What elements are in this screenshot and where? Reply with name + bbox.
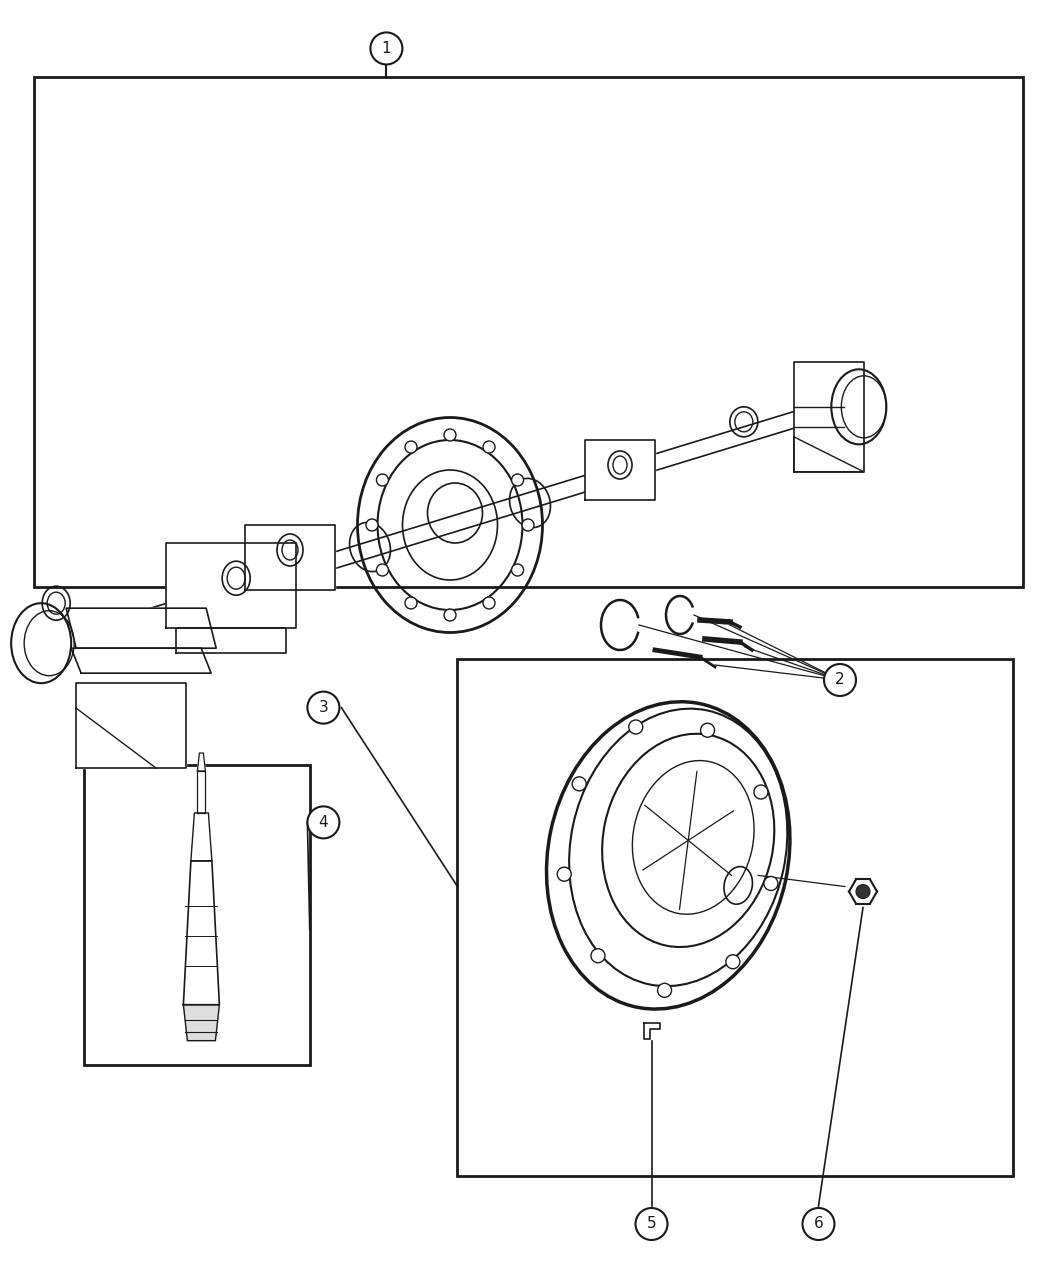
Circle shape <box>511 564 524 576</box>
Circle shape <box>558 867 571 881</box>
Polygon shape <box>245 525 335 590</box>
Circle shape <box>377 474 388 486</box>
Polygon shape <box>66 608 216 648</box>
Polygon shape <box>184 1005 219 1040</box>
Circle shape <box>483 441 495 453</box>
Circle shape <box>377 564 388 576</box>
Polygon shape <box>197 754 206 771</box>
Circle shape <box>635 1207 668 1241</box>
Circle shape <box>444 609 456 621</box>
Circle shape <box>824 664 856 696</box>
Bar <box>457 659 1013 1176</box>
Text: 2: 2 <box>835 672 845 687</box>
Circle shape <box>371 32 402 65</box>
Text: 3: 3 <box>318 700 329 715</box>
Circle shape <box>657 983 672 997</box>
Polygon shape <box>794 362 864 472</box>
Circle shape <box>591 949 605 963</box>
Circle shape <box>511 474 524 486</box>
Polygon shape <box>184 861 219 1005</box>
Circle shape <box>483 597 495 609</box>
Text: 6: 6 <box>814 1216 823 1232</box>
Polygon shape <box>176 629 287 653</box>
Polygon shape <box>77 683 186 768</box>
Polygon shape <box>191 813 212 861</box>
Circle shape <box>308 691 339 724</box>
Polygon shape <box>794 437 864 472</box>
Polygon shape <box>197 771 206 813</box>
Circle shape <box>522 519 534 530</box>
Text: 5: 5 <box>647 1216 656 1232</box>
Text: 4: 4 <box>318 815 329 830</box>
Circle shape <box>444 428 456 441</box>
Circle shape <box>700 723 715 737</box>
Circle shape <box>629 720 643 734</box>
Bar <box>34 76 1023 586</box>
Circle shape <box>572 776 586 790</box>
Circle shape <box>726 955 740 969</box>
Circle shape <box>764 876 778 890</box>
Circle shape <box>366 519 378 530</box>
Circle shape <box>754 785 768 799</box>
Polygon shape <box>644 1023 659 1039</box>
Circle shape <box>802 1207 835 1241</box>
Bar <box>84 765 310 1065</box>
Polygon shape <box>71 648 211 673</box>
Circle shape <box>405 441 417 453</box>
Polygon shape <box>166 543 296 629</box>
Circle shape <box>308 806 339 839</box>
Text: 1: 1 <box>381 41 392 56</box>
Polygon shape <box>585 440 655 500</box>
Circle shape <box>405 597 417 609</box>
Circle shape <box>856 885 870 899</box>
